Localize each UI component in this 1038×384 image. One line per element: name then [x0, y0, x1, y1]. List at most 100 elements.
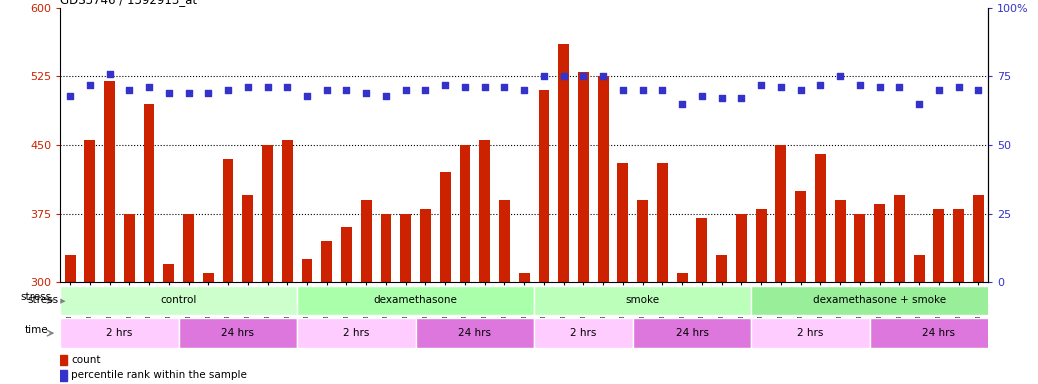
- Point: [82, 81, 99, 88]
- Text: count: count: [71, 355, 101, 365]
- Point: [674, 101, 690, 107]
- Bar: [618, 163, 628, 282]
- Point: [417, 87, 434, 93]
- Bar: [696, 218, 707, 282]
- Bar: [815, 154, 826, 282]
- Point: [969, 87, 986, 93]
- Point: [634, 87, 651, 93]
- Bar: [480, 141, 490, 282]
- Bar: [539, 90, 549, 282]
- Text: 2 hrs: 2 hrs: [344, 328, 370, 338]
- Point: [496, 84, 513, 90]
- Point: [121, 87, 138, 93]
- Bar: [716, 255, 727, 282]
- Point: [240, 84, 256, 90]
- Bar: [854, 214, 866, 282]
- Bar: [401, 214, 411, 282]
- Bar: [795, 191, 807, 282]
- Bar: [381, 214, 391, 282]
- Text: percentile rank within the sample: percentile rank within the sample: [71, 370, 247, 381]
- Bar: [578, 72, 589, 282]
- Bar: [322, 241, 332, 282]
- Text: 24 hrs: 24 hrs: [221, 328, 254, 338]
- Bar: [835, 200, 846, 282]
- Point: [161, 90, 177, 96]
- Bar: [633, 318, 752, 348]
- Bar: [519, 273, 529, 282]
- Text: control: control: [161, 295, 197, 306]
- Text: dexamethasone + smoke: dexamethasone + smoke: [813, 295, 947, 306]
- Point: [102, 71, 118, 77]
- Text: 24 hrs: 24 hrs: [676, 328, 709, 338]
- Text: time: time: [24, 325, 48, 335]
- Bar: [262, 145, 273, 282]
- Bar: [179, 318, 297, 348]
- Point: [733, 95, 749, 101]
- Point: [772, 84, 789, 90]
- Point: [536, 73, 552, 79]
- Text: dexamethasone: dexamethasone: [374, 295, 458, 306]
- Bar: [440, 172, 450, 282]
- Bar: [535, 318, 633, 348]
- Bar: [657, 163, 667, 282]
- Point: [851, 81, 868, 88]
- Bar: [60, 370, 67, 381]
- Point: [812, 81, 828, 88]
- Bar: [752, 318, 870, 348]
- Text: stress: stress: [21, 292, 52, 302]
- Point: [950, 84, 966, 90]
- Bar: [297, 318, 415, 348]
- Point: [260, 84, 276, 90]
- Point: [279, 84, 296, 90]
- Bar: [202, 273, 214, 282]
- Bar: [637, 200, 648, 282]
- Point: [654, 87, 671, 93]
- Bar: [60, 355, 67, 365]
- Point: [891, 84, 907, 90]
- Bar: [736, 214, 746, 282]
- Bar: [415, 318, 535, 348]
- Point: [358, 90, 375, 96]
- Bar: [598, 76, 608, 282]
- Bar: [558, 44, 569, 282]
- Bar: [973, 195, 984, 282]
- Text: 2 hrs: 2 hrs: [570, 328, 597, 338]
- Bar: [953, 209, 964, 282]
- Bar: [775, 145, 787, 282]
- Point: [200, 90, 217, 96]
- Bar: [894, 195, 905, 282]
- Point: [457, 84, 473, 90]
- Bar: [282, 141, 293, 282]
- Point: [437, 81, 454, 88]
- Bar: [933, 209, 945, 282]
- Bar: [60, 286, 297, 315]
- Bar: [297, 286, 535, 315]
- Bar: [124, 214, 135, 282]
- Point: [555, 73, 572, 79]
- Point: [614, 87, 631, 93]
- Point: [575, 73, 592, 79]
- Bar: [752, 286, 1008, 315]
- Text: 24 hrs: 24 hrs: [923, 328, 955, 338]
- Text: 2 hrs: 2 hrs: [106, 328, 133, 338]
- Point: [141, 84, 158, 90]
- Point: [299, 93, 316, 99]
- Point: [62, 93, 79, 99]
- Point: [398, 87, 414, 93]
- Bar: [60, 318, 179, 348]
- Point: [792, 87, 809, 93]
- Point: [930, 87, 947, 93]
- Point: [516, 87, 532, 93]
- Bar: [870, 318, 1008, 348]
- Bar: [460, 145, 470, 282]
- Bar: [143, 104, 155, 282]
- Text: 24 hrs: 24 hrs: [459, 328, 491, 338]
- Point: [871, 84, 887, 90]
- Bar: [499, 200, 510, 282]
- Bar: [913, 255, 925, 282]
- Bar: [84, 141, 95, 282]
- Point: [693, 93, 710, 99]
- Point: [476, 84, 493, 90]
- Bar: [342, 227, 352, 282]
- Text: 2 hrs: 2 hrs: [797, 328, 824, 338]
